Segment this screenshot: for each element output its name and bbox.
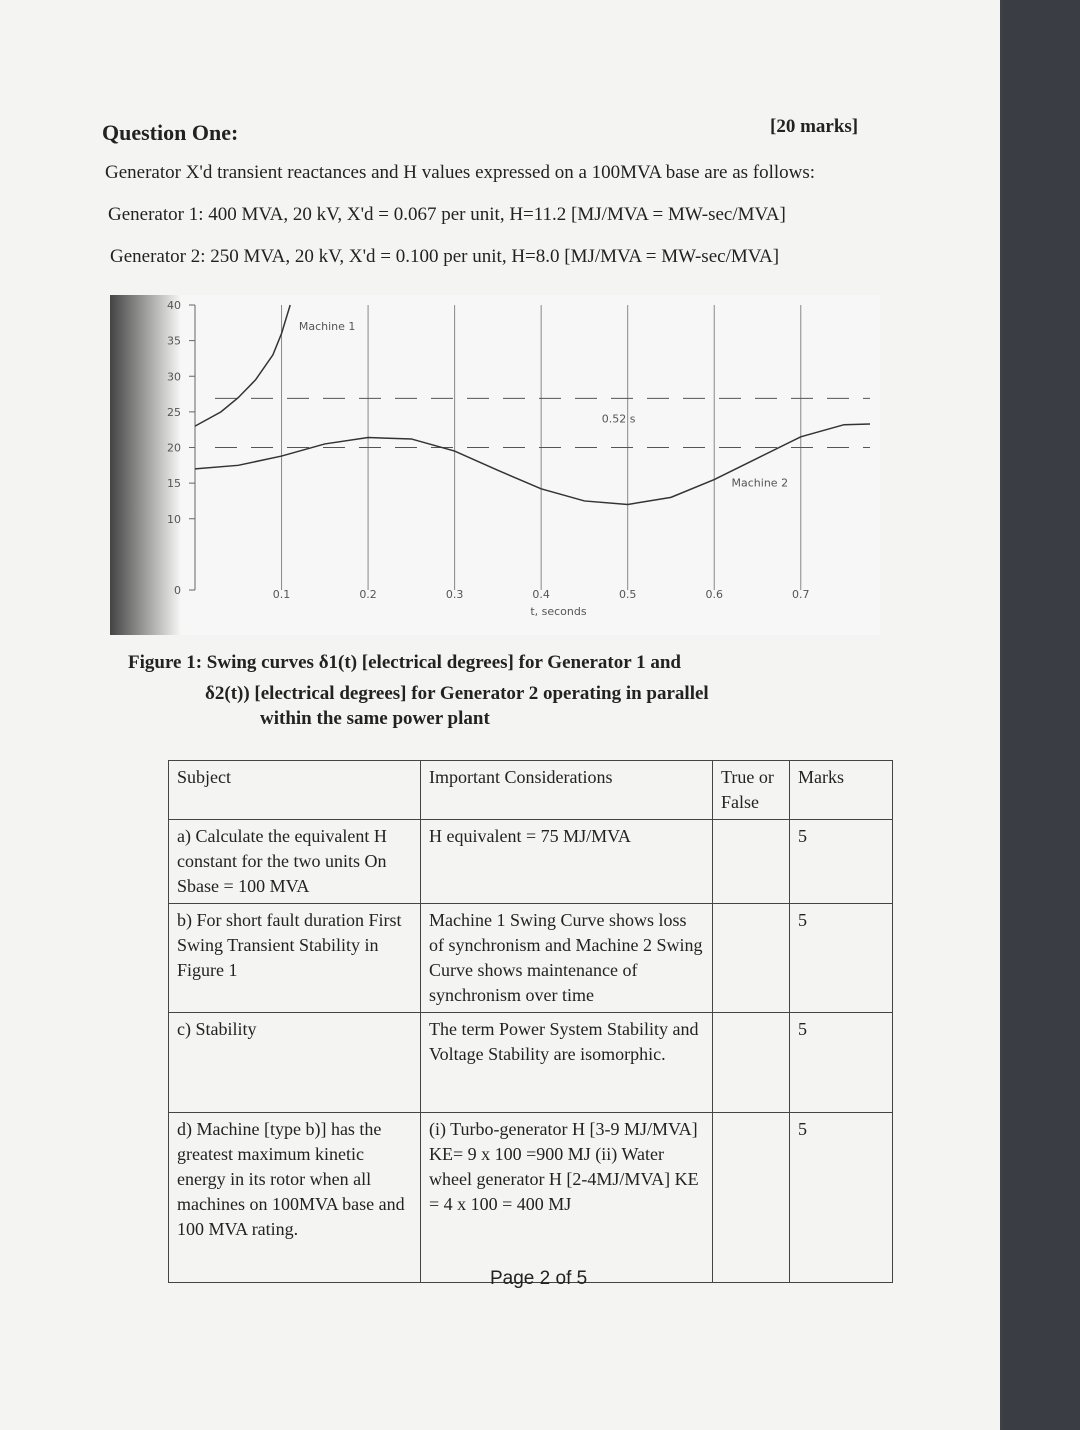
header-cell: Important Considerations xyxy=(420,760,713,820)
y-tick-label: 35 xyxy=(167,335,181,348)
cell: a) Calculate the equivalent H constant f… xyxy=(168,819,421,904)
x-tick-label: 0.6 xyxy=(705,588,723,601)
cell xyxy=(712,1012,790,1113)
y-tick-label: 0 xyxy=(174,584,181,597)
cell: 5 xyxy=(789,903,893,1013)
cell xyxy=(712,819,790,904)
y-tick-label: 30 xyxy=(167,370,181,383)
cell: c) Stability xyxy=(168,1012,421,1113)
y-tick-label: 20 xyxy=(167,442,181,455)
table: Subject Important Considerations True or… xyxy=(168,760,893,1283)
y-tick-label: 40 xyxy=(167,299,181,312)
cell: 5 xyxy=(789,1012,893,1113)
x-tick-label: 0.4 xyxy=(532,588,550,601)
paper: Question One: [20 marks] Generator X'd t… xyxy=(0,0,1000,1430)
paragraph: Generator 2: 250 MVA, 20 kV, X'd = 0.100… xyxy=(110,246,780,267)
cell: (i) Turbo-generator H [3-9 MJ/MVA] KE= 9… xyxy=(420,1112,713,1283)
x-tick-label: 0.2 xyxy=(359,588,377,601)
paragraph: Generator X'd transient reactances and H… xyxy=(105,162,816,183)
cell xyxy=(712,1112,790,1283)
figure: 0 10 15 20 25 30 35 40 0.1 0.2 0.3 0.4 0.5 0.6 0.7 t, s… xyxy=(110,295,880,635)
x-tick-label: 0.7 xyxy=(792,588,810,601)
annotation: 0.52 s xyxy=(602,413,636,426)
swing-curve xyxy=(194,423,871,506)
x-axis-label: t, seconds xyxy=(530,605,587,618)
header-cell: Marks xyxy=(789,760,893,820)
x-tick-label: 0.5 xyxy=(619,588,637,601)
cell xyxy=(712,903,790,1013)
header-cell: True or False xyxy=(712,760,790,820)
cell: H equivalent = 75 MJ/MVA xyxy=(420,819,713,904)
x-tick-label: 0.1 xyxy=(273,588,291,601)
y-tick-label: 10 xyxy=(167,513,181,526)
figure-bg xyxy=(110,295,880,635)
y-tick-label: 15 xyxy=(167,477,181,490)
cell: 5 xyxy=(789,1112,893,1283)
y-tick-label: 25 xyxy=(167,406,181,419)
annotation: Machine 2 xyxy=(732,477,789,490)
cell: d) Machine [type b)] has the greatest ma… xyxy=(168,1112,421,1283)
cell: b) For short fault duration First Swing … xyxy=(168,903,421,1013)
header-cell: Subject xyxy=(168,760,421,820)
caption: Figure 1: Swing curves δ1(t) [electrical… xyxy=(128,652,681,673)
scan-shadow xyxy=(110,295,180,635)
marks-total: [20 marks] xyxy=(770,116,859,137)
swing-curve xyxy=(194,304,291,427)
question-title: Question One: xyxy=(102,120,239,145)
annotation: Machine 1 xyxy=(299,320,356,333)
caption: δ2(t)) [electrical degrees] for Generato… xyxy=(205,683,709,704)
cell: The term Power System Stability and Volt… xyxy=(420,1012,713,1113)
cell: 5 xyxy=(789,819,893,904)
paragraph: Generator 1: 400 MVA, 20 kV, X'd = 0.067… xyxy=(108,204,786,225)
cell: Machine 1 Swing Curve shows loss of sync… xyxy=(420,903,713,1013)
caption: within the same power plant xyxy=(260,708,490,729)
x-tick-label: 0.3 xyxy=(446,588,464,601)
page-number: Page 2 of 5 xyxy=(490,1268,588,1289)
